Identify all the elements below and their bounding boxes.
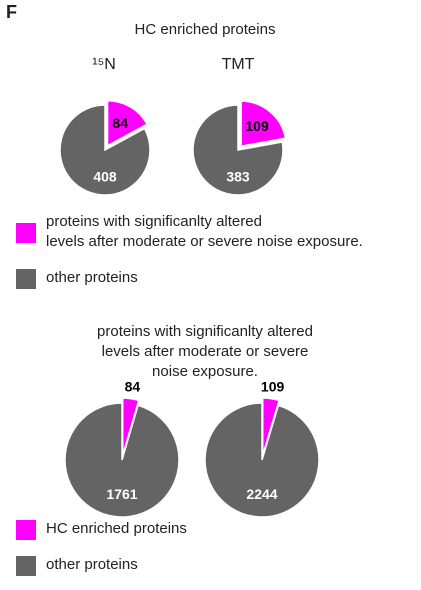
legend-swatch <box>16 520 36 540</box>
legend-swatch <box>16 556 36 576</box>
value-label: 2244 <box>246 486 277 502</box>
pie-slice <box>64 402 180 518</box>
pie-slice <box>261 397 281 456</box>
value-label: 84 <box>125 378 141 394</box>
panel-label: F <box>6 2 17 22</box>
value-label: 383 <box>226 169 250 185</box>
value-label: 84 <box>112 115 128 131</box>
legend-label: other proteins <box>46 269 138 286</box>
legend-label: other proteins <box>46 556 138 573</box>
value-label: 109 <box>261 378 285 394</box>
pie-slice <box>204 402 320 518</box>
group-title: proteins with significanlty altered leve… <box>97 323 313 380</box>
value-label: 1761 <box>106 486 137 502</box>
pie-slice <box>192 104 284 196</box>
pie-slice <box>121 397 140 456</box>
group-title: HC enriched proteins <box>134 21 276 38</box>
legend-label: HC enriched proteins <box>46 520 187 537</box>
legend-swatch <box>16 269 36 289</box>
value-label: 408 <box>93 169 117 185</box>
pie-title: ¹⁵N <box>92 56 116 73</box>
pie-slice <box>240 100 287 148</box>
legend-swatch <box>16 223 36 243</box>
pie-slice <box>106 99 149 147</box>
pie-title: TMT <box>221 56 255 73</box>
value-label: 109 <box>245 118 269 134</box>
pie-slice <box>59 104 151 196</box>
legend-label: proteins with significanlty altered leve… <box>46 213 363 250</box>
